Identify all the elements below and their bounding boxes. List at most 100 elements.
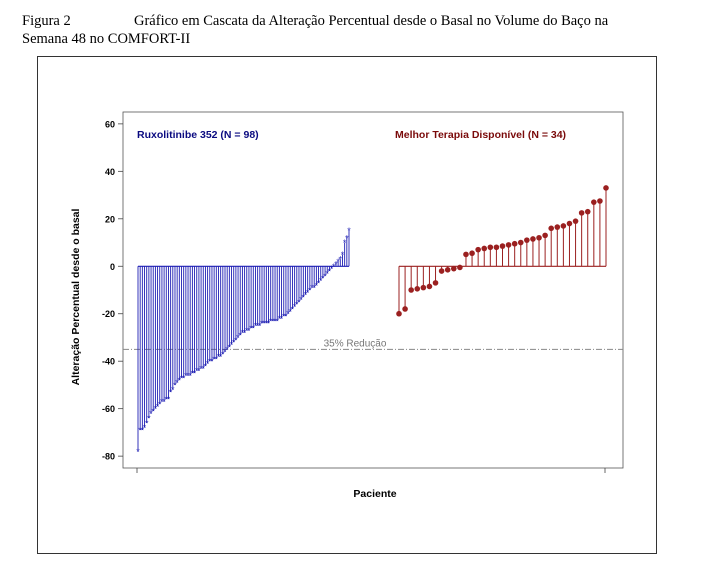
data-point: * [143, 423, 147, 433]
data-point [578, 210, 585, 216]
data-point [560, 223, 567, 229]
data-point: * [254, 321, 258, 331]
data-point: * [234, 335, 238, 345]
data-point: * [145, 418, 149, 428]
data-point [597, 198, 603, 204]
data-point: * [241, 328, 245, 338]
data-point: * [238, 331, 242, 341]
data-point: * [178, 376, 182, 386]
data-point: * [217, 352, 221, 362]
data-point: * [201, 364, 205, 374]
data-point: * [282, 312, 286, 322]
data-point: * [256, 321, 260, 331]
data-point: * [188, 371, 192, 381]
data-point: * [191, 369, 195, 379]
data-point [426, 283, 433, 290]
data-point: * [228, 342, 232, 352]
data-point: * [267, 319, 271, 329]
data-point: * [308, 286, 312, 296]
data-point: * [328, 267, 332, 277]
data-point: * [304, 290, 308, 300]
y-tick-label: -60 [102, 404, 115, 414]
data-point: * [232, 338, 236, 348]
data-point [505, 242, 512, 248]
data-point: * [345, 233, 349, 243]
caption-line-1: Figura 2 Gráfico em Cascata da Alteração … [22, 12, 722, 30]
data-point: * [182, 373, 186, 383]
data-point: * [334, 259, 338, 269]
data-point: * [147, 414, 151, 424]
data-point: * [215, 354, 219, 364]
data-point [414, 286, 421, 292]
series-label-melhor-terapia: Melhor Terapia Disponível (N = 34) [395, 129, 566, 141]
data-point: * [280, 314, 284, 324]
data-point [475, 246, 481, 253]
y-tick-label: 0 [110, 262, 115, 272]
data-point: * [180, 373, 184, 383]
y-axis-label: Alteração Percentual desde o basal [70, 209, 82, 386]
data-point: * [138, 426, 142, 436]
data-point: * [158, 399, 162, 409]
data-point: * [245, 326, 249, 336]
reference-line-group: 35% Redução [123, 338, 623, 350]
data-point: * [171, 385, 175, 395]
data-point [572, 218, 579, 224]
data-point [530, 236, 536, 242]
data-point [517, 239, 524, 246]
data-point: * [141, 426, 145, 436]
y-tick-label: -80 [102, 452, 115, 462]
data-point: * [151, 407, 155, 417]
data-point: * [323, 271, 327, 281]
data-point [511, 240, 518, 247]
data-point: * [219, 352, 223, 362]
data-point: * [149, 409, 153, 419]
data-point: * [321, 274, 325, 284]
data-point [481, 245, 488, 252]
data-point: * [165, 395, 169, 405]
data-point: * [330, 264, 334, 274]
data-point [536, 234, 542, 241]
data-point: * [208, 357, 212, 367]
data-point: * [302, 293, 306, 303]
figure-label: Figura 2 [22, 13, 71, 29]
data-point [542, 232, 548, 239]
x-axis-label: Paciente [353, 488, 396, 500]
data-point: * [278, 314, 282, 324]
x-axis [136, 468, 606, 473]
y-tick-label: 60 [105, 119, 115, 129]
data-point: * [293, 302, 297, 312]
reference-line-label: 35% Redução [324, 338, 387, 349]
data-point: * [297, 297, 301, 307]
data-point: * [310, 283, 314, 293]
data-point: * [265, 319, 269, 329]
data-point: * [221, 350, 225, 360]
data-point: * [199, 364, 203, 374]
caption-line-2: Semana 48 no COMFORT-II [22, 31, 191, 47]
data-point [591, 199, 597, 205]
data-point: * [306, 288, 310, 298]
data-point: * [273, 316, 277, 326]
chart-frame [37, 56, 657, 554]
data-point: * [347, 226, 351, 236]
data-point [493, 244, 500, 251]
data-point: * [284, 312, 288, 322]
data-point: * [339, 255, 343, 265]
data-point: * [230, 340, 234, 350]
data-point: * [271, 316, 275, 326]
data-point: * [223, 347, 227, 357]
y-tick-label: -40 [102, 357, 115, 367]
data-point: * [332, 262, 336, 272]
data-point: * [258, 321, 262, 331]
data-point: * [193, 369, 197, 379]
data-point: * [315, 281, 319, 291]
data-point [487, 244, 494, 251]
data-point: * [173, 380, 177, 390]
data-point [463, 251, 469, 258]
data-point: * [341, 250, 345, 260]
data-point: * [162, 397, 166, 407]
data-point: * [243, 328, 247, 338]
data-point: * [204, 361, 208, 371]
data-point: * [299, 295, 303, 305]
data-point: * [225, 345, 229, 355]
